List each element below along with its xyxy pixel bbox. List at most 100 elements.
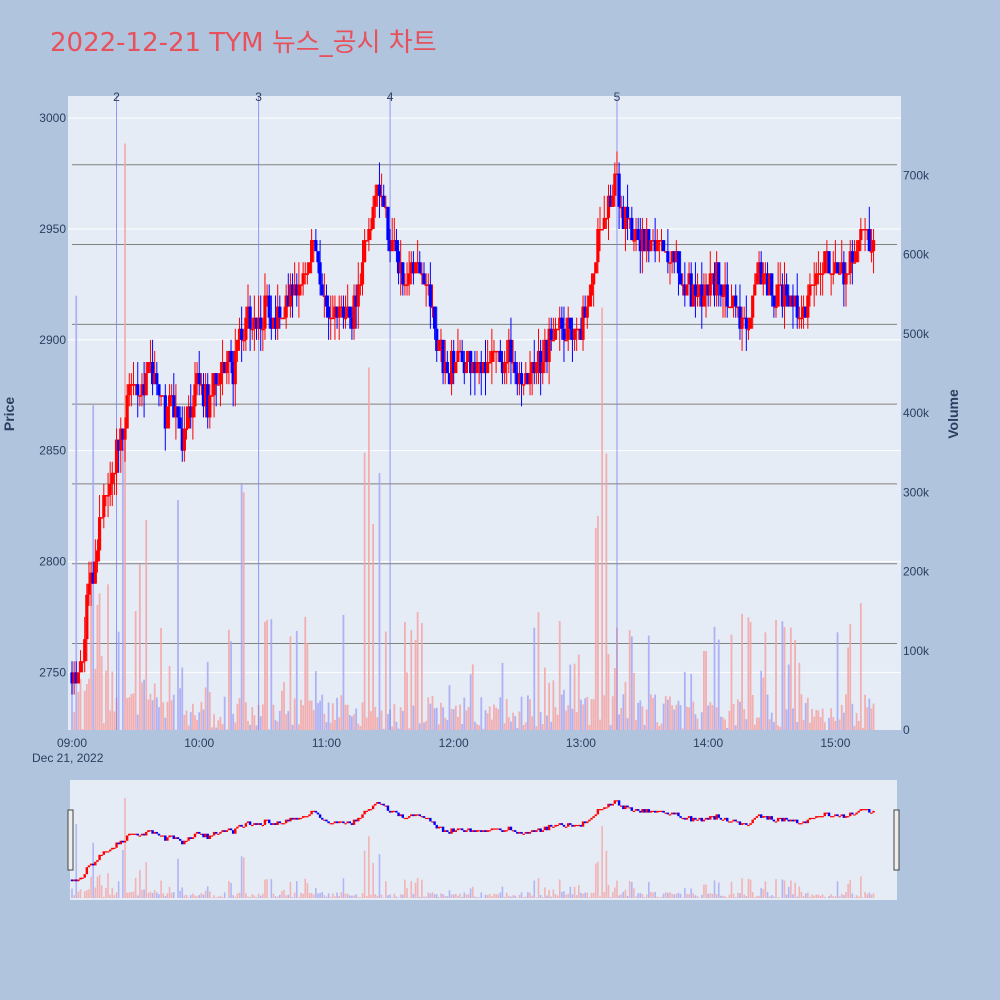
mini-candle [647,809,650,813]
mini-candle [552,826,555,828]
mini-candle [435,824,438,829]
volume-bar [71,674,73,730]
volume-bar [420,623,423,730]
mini-volume-bar [376,895,379,898]
mini-volume-bar [728,894,731,898]
candle-body [259,317,263,329]
mini-candle [416,814,419,816]
volume-bar [584,698,587,730]
mini-volume-bar [272,893,275,898]
mini-volume-bar [594,863,597,898]
volume-bar [751,694,754,730]
candle-body [630,217,634,241]
volume-bar [830,708,833,730]
mini-candle [333,821,337,824]
candle-body [717,262,721,285]
candle-body [295,284,299,296]
range-slider-right-handle[interactable] [893,809,900,871]
candle-body [167,395,172,407]
mini-candle [136,833,139,836]
candle-body [231,362,235,385]
mini-volume-bar [334,896,336,898]
volume-bar [524,722,527,730]
volume-bar [160,627,162,730]
candle-body [195,373,199,385]
candle-body [723,284,727,296]
mini-candle [191,837,195,839]
mini-volume-bar [196,896,198,898]
candle-body [795,295,799,318]
mini-volume-bar [749,879,752,898]
range-slider-left-handle[interactable] [67,809,74,871]
mini-candle [79,877,82,880]
volume-bar [401,710,404,730]
candle-body [265,295,269,298]
candle-body [721,295,725,298]
mini-candle [458,828,462,830]
volume-bar [295,630,298,730]
time-tick-label: 11:00 [312,736,341,750]
mini-candle [142,833,146,836]
mini-candle [675,812,678,815]
volume-bar [586,696,589,730]
volume-bar [234,722,237,730]
candle-body [838,273,842,275]
mini-candle [643,809,646,813]
candle-body [706,284,710,296]
volume-bar [314,671,317,730]
candle-body [672,251,676,263]
volume-bar [804,702,807,730]
volume-bar [768,719,771,730]
candle-body [433,306,437,329]
candle-body [165,406,170,429]
mini-volume-bar [707,893,709,898]
volume-bar [77,691,80,730]
volume-bar [266,619,268,730]
mini-volume-bar [151,892,154,898]
mini-volume-bar [433,894,436,898]
mini-volume-bar [160,880,162,898]
volume-bar [645,709,648,730]
candle-body [358,284,362,286]
volume-bar [450,708,453,730]
mini-volume-bar [298,897,300,898]
time-tick-label: 14:00 [693,736,723,750]
mini-candle [709,816,712,820]
mini-volume-bar [448,890,451,898]
candle-body [664,251,668,253]
mini-volume-bar [864,891,866,898]
mini-volume-bar [338,895,340,898]
mini-volume-bar [351,895,353,898]
candle-body [193,384,197,407]
mini-volume-bar [117,881,120,898]
mini-volume-bar [86,890,88,898]
volume-bar [130,694,133,730]
mini-candle [649,810,653,813]
mini-candle [272,823,275,825]
mini-volume-bar [493,893,495,898]
mini-candle [503,830,506,832]
volume-bar [635,719,637,730]
volume-bar [242,492,245,730]
range-slider[interactable] [67,780,900,900]
mini-volume-bar [295,881,298,898]
volume-bar [834,720,837,730]
volume-bar [724,719,727,730]
volume-bar [840,704,843,730]
candle-body [176,406,180,418]
mini-candle [145,831,148,836]
volume-bar [240,484,243,730]
candle-body [371,206,375,230]
news-marker-label: 4 [387,90,394,104]
volume-bar [486,713,489,730]
mini-candle [212,831,216,836]
volume-bar [208,691,211,730]
candle-body [700,284,704,307]
volume-bar [427,697,430,730]
volume-bar [382,728,385,730]
mini-volume-bar [620,894,623,898]
volume-bar [605,453,608,730]
candle-body [787,295,791,307]
